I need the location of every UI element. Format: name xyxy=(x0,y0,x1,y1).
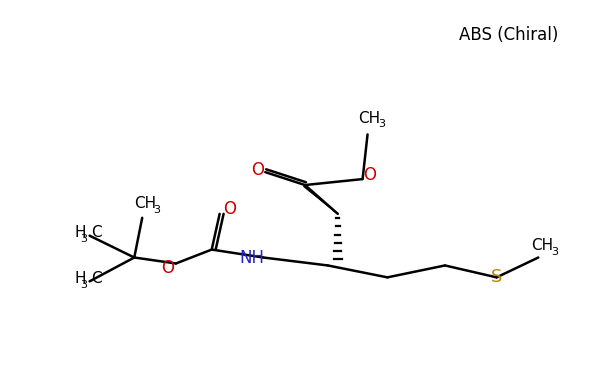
Text: CH: CH xyxy=(531,238,553,253)
Text: H: H xyxy=(74,225,85,240)
Text: C: C xyxy=(91,271,102,286)
Text: 3: 3 xyxy=(154,205,161,215)
Text: 3: 3 xyxy=(80,280,88,290)
Text: 3: 3 xyxy=(80,234,88,244)
Text: 3: 3 xyxy=(378,120,385,129)
Text: 3: 3 xyxy=(551,246,558,257)
Text: ABS (Chiral): ABS (Chiral) xyxy=(459,26,558,44)
Text: O: O xyxy=(363,166,376,184)
Text: CH: CH xyxy=(134,196,156,211)
Text: O: O xyxy=(251,161,264,179)
Text: O: O xyxy=(161,259,174,277)
Text: NH: NH xyxy=(239,249,264,267)
Text: CH: CH xyxy=(359,111,381,126)
Text: O: O xyxy=(223,200,236,218)
Text: H: H xyxy=(74,271,85,286)
Text: C: C xyxy=(91,225,102,240)
Text: S: S xyxy=(491,269,502,286)
